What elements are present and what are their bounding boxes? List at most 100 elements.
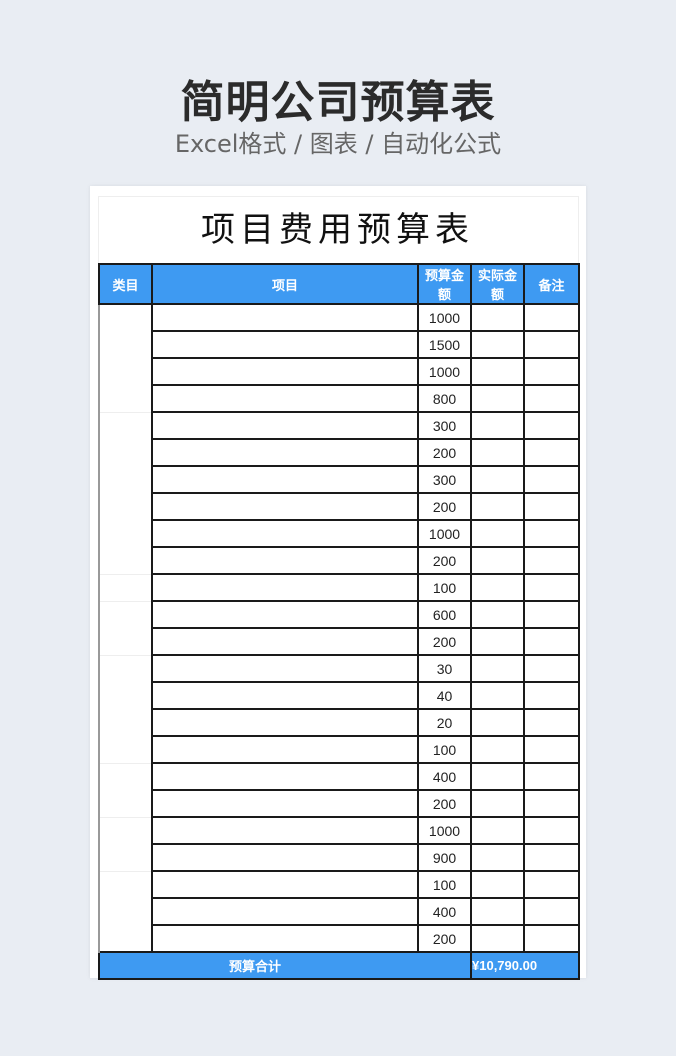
- item-cell[interactable]: [151, 573, 419, 602]
- budget-cell[interactable]: 1000: [417, 519, 472, 548]
- note-cell[interactable]: [523, 465, 580, 494]
- category-cell[interactable]: [98, 654, 153, 764]
- budget-cell[interactable]: 400: [417, 762, 472, 791]
- category-cell[interactable]: [98, 762, 153, 818]
- note-cell[interactable]: [523, 357, 580, 386]
- item-cell[interactable]: [151, 762, 419, 791]
- actual-cell[interactable]: [470, 870, 525, 899]
- note-cell[interactable]: [523, 681, 580, 710]
- item-cell[interactable]: [151, 627, 419, 656]
- budget-cell[interactable]: 200: [417, 627, 472, 656]
- item-cell[interactable]: [151, 654, 419, 683]
- budget-cell[interactable]: 100: [417, 735, 472, 764]
- item-cell[interactable]: [151, 465, 419, 494]
- note-cell[interactable]: [523, 411, 580, 440]
- actual-cell[interactable]: [470, 816, 525, 845]
- actual-cell[interactable]: [470, 627, 525, 656]
- item-cell[interactable]: [151, 708, 419, 737]
- budget-cell[interactable]: 1500: [417, 330, 472, 359]
- item-cell[interactable]: [151, 357, 419, 386]
- note-cell[interactable]: [523, 384, 580, 413]
- actual-cell[interactable]: [470, 492, 525, 521]
- category-cell[interactable]: [98, 816, 153, 872]
- budget-cell[interactable]: 200: [417, 924, 472, 953]
- budget-cell[interactable]: 200: [417, 789, 472, 818]
- item-cell[interactable]: [151, 303, 419, 332]
- category-cell[interactable]: [98, 573, 153, 602]
- item-cell[interactable]: [151, 438, 419, 467]
- actual-cell[interactable]: [470, 708, 525, 737]
- actual-cell[interactable]: [470, 600, 525, 629]
- actual-cell[interactable]: [470, 654, 525, 683]
- budget-cell[interactable]: 300: [417, 465, 472, 494]
- item-cell[interactable]: [151, 924, 419, 953]
- actual-cell[interactable]: [470, 411, 525, 440]
- note-cell[interactable]: [523, 519, 580, 548]
- note-cell[interactable]: [523, 924, 580, 953]
- actual-cell[interactable]: [470, 843, 525, 872]
- item-cell[interactable]: [151, 789, 419, 818]
- item-cell[interactable]: [151, 384, 419, 413]
- budget-cell[interactable]: 1000: [417, 816, 472, 845]
- budget-cell[interactable]: 30: [417, 654, 472, 683]
- item-cell[interactable]: [151, 519, 419, 548]
- category-cell[interactable]: [98, 411, 153, 575]
- note-cell[interactable]: [523, 546, 580, 575]
- item-cell[interactable]: [151, 330, 419, 359]
- actual-cell[interactable]: [470, 519, 525, 548]
- budget-cell[interactable]: 20: [417, 708, 472, 737]
- item-cell[interactable]: [151, 816, 419, 845]
- note-cell[interactable]: [523, 600, 580, 629]
- note-cell[interactable]: [523, 303, 580, 332]
- actual-cell[interactable]: [470, 303, 525, 332]
- item-cell[interactable]: [151, 492, 419, 521]
- category-cell[interactable]: [98, 303, 153, 413]
- note-cell[interactable]: [523, 843, 580, 872]
- budget-cell[interactable]: 800: [417, 384, 472, 413]
- budget-cell[interactable]: 40: [417, 681, 472, 710]
- note-cell[interactable]: [523, 789, 580, 818]
- budget-cell[interactable]: 300: [417, 411, 472, 440]
- note-cell[interactable]: [523, 816, 580, 845]
- note-cell[interactable]: [523, 573, 580, 602]
- note-cell[interactable]: [523, 870, 580, 899]
- note-cell[interactable]: [523, 654, 580, 683]
- note-cell[interactable]: [523, 708, 580, 737]
- budget-cell[interactable]: 100: [417, 870, 472, 899]
- budget-cell[interactable]: 100: [417, 573, 472, 602]
- budget-cell[interactable]: 1000: [417, 357, 472, 386]
- budget-cell[interactable]: 200: [417, 546, 472, 575]
- budget-cell[interactable]: 1000: [417, 303, 472, 332]
- note-cell[interactable]: [523, 330, 580, 359]
- note-cell[interactable]: [523, 627, 580, 656]
- actual-cell[interactable]: [470, 762, 525, 791]
- item-cell[interactable]: [151, 843, 419, 872]
- budget-cell[interactable]: 900: [417, 843, 472, 872]
- actual-cell[interactable]: [470, 357, 525, 386]
- note-cell[interactable]: [523, 492, 580, 521]
- category-cell[interactable]: [98, 870, 153, 953]
- actual-cell[interactable]: [470, 924, 525, 953]
- actual-cell[interactable]: [470, 789, 525, 818]
- actual-cell[interactable]: [470, 330, 525, 359]
- item-cell[interactable]: [151, 681, 419, 710]
- item-cell[interactable]: [151, 546, 419, 575]
- actual-cell[interactable]: [470, 897, 525, 926]
- actual-cell[interactable]: [470, 438, 525, 467]
- item-cell[interactable]: [151, 897, 419, 926]
- item-cell[interactable]: [151, 870, 419, 899]
- item-cell[interactable]: [151, 600, 419, 629]
- actual-cell[interactable]: [470, 735, 525, 764]
- actual-cell[interactable]: [470, 546, 525, 575]
- actual-cell[interactable]: [470, 384, 525, 413]
- budget-cell[interactable]: 200: [417, 492, 472, 521]
- item-cell[interactable]: [151, 411, 419, 440]
- note-cell[interactable]: [523, 735, 580, 764]
- category-cell[interactable]: [98, 600, 153, 656]
- actual-cell[interactable]: [470, 681, 525, 710]
- note-cell[interactable]: [523, 438, 580, 467]
- actual-cell[interactable]: [470, 573, 525, 602]
- note-cell[interactable]: [523, 762, 580, 791]
- budget-cell[interactable]: 200: [417, 438, 472, 467]
- item-cell[interactable]: [151, 735, 419, 764]
